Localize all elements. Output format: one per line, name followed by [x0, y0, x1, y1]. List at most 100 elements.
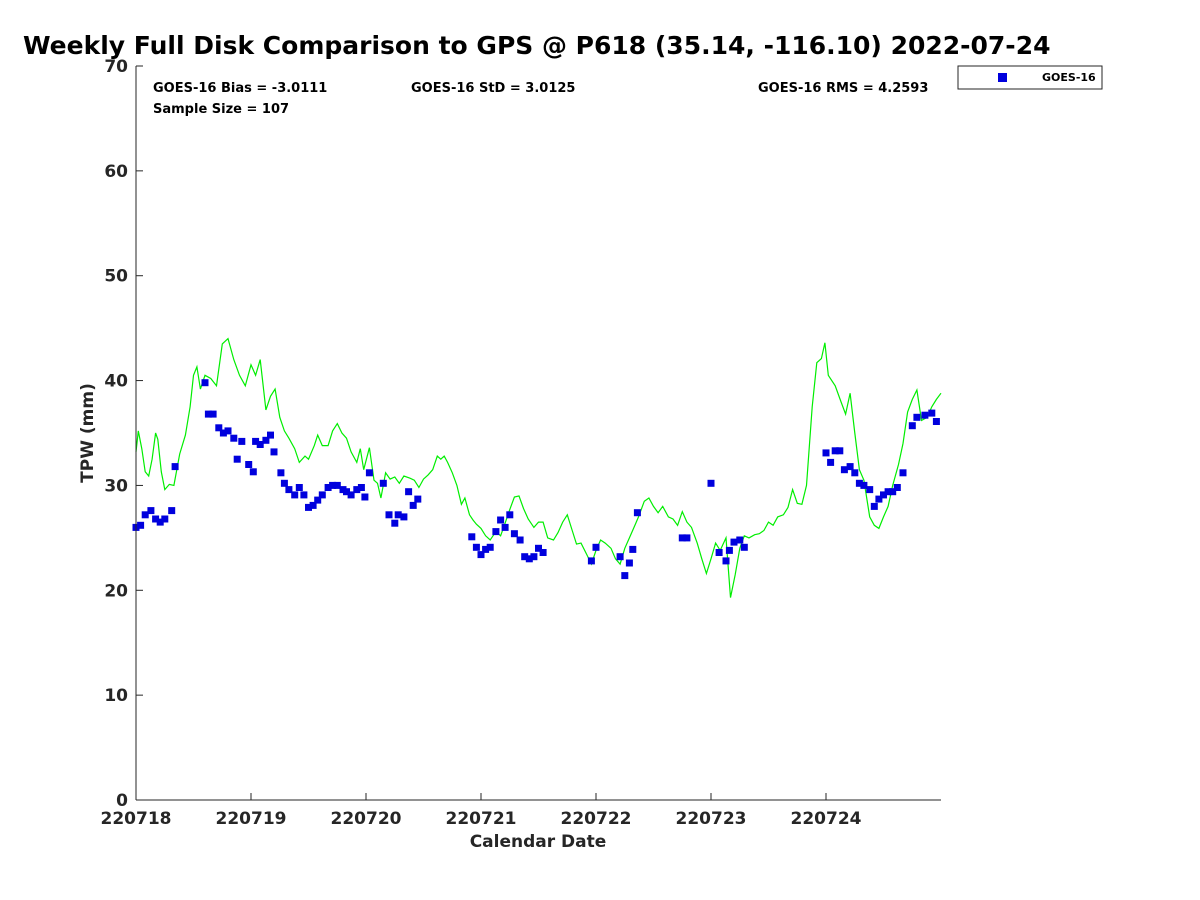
goes16-point	[224, 427, 232, 435]
legend-box	[957, 65, 1103, 90]
y-tick-label: 30	[104, 476, 128, 496]
y-tick-label: 70	[104, 57, 128, 77]
goes16-point	[277, 469, 285, 477]
goes16-point	[343, 488, 350, 496]
goes16-point	[305, 503, 312, 511]
goes16-point	[161, 515, 169, 523]
y-tick-label: 0	[116, 791, 128, 811]
x-tick-label: 220720	[331, 809, 402, 829]
goes16-point	[740, 543, 748, 551]
goes16-point	[725, 546, 733, 554]
goes16-point	[379, 479, 387, 487]
goes16-point	[405, 488, 413, 496]
goes16-point	[870, 502, 878, 510]
goes16-point	[314, 496, 322, 504]
y-tick-label: 20	[104, 581, 128, 601]
goes16-point	[913, 413, 921, 421]
goes16-point	[333, 481, 341, 489]
goes16-point	[468, 533, 476, 541]
goes16-point	[730, 538, 738, 546]
goes16-point	[510, 530, 518, 538]
goes16-point	[884, 488, 892, 496]
goes16-point	[152, 515, 160, 523]
goes16-point	[899, 469, 907, 477]
y-tick-label: 60	[104, 162, 128, 182]
goes16-point	[516, 536, 524, 544]
goes16-point	[477, 551, 485, 559]
goes16-point	[230, 434, 238, 442]
goes16-point	[252, 437, 260, 445]
goes16-point	[357, 484, 365, 491]
goes16-point	[908, 422, 916, 430]
x-tick-label: 220718	[101, 809, 172, 829]
goes16-point	[141, 511, 149, 519]
goes16-point	[880, 491, 887, 499]
gps-series-line	[135, 337, 942, 598]
goes16-point	[736, 536, 744, 544]
sample-size-annotation: Sample Size = 107	[153, 102, 289, 117]
goes16-point	[840, 466, 848, 474]
goes16-point	[530, 553, 538, 561]
goes16-point	[324, 484, 332, 491]
goes16-point	[280, 479, 288, 487]
goes16-point	[147, 507, 155, 515]
goes16-point	[472, 543, 480, 551]
goes16-point	[592, 543, 600, 551]
y-tick-label: 10	[104, 686, 128, 706]
series-layer	[132, 337, 942, 598]
goes16-point	[391, 519, 399, 527]
x-tick-label: 220724	[791, 809, 862, 829]
goes16-point	[215, 424, 223, 432]
goes16-point	[827, 458, 835, 466]
goes16-point	[928, 409, 936, 417]
goes16-point	[385, 511, 393, 519]
goes16-point	[329, 481, 337, 489]
goes16-point	[822, 449, 830, 457]
goes16-point	[267, 431, 274, 439]
goes16-point	[855, 479, 863, 487]
x-tick-label: 220719	[216, 809, 287, 829]
axes-layer: 0 10 20 30 40 50 60 70 220718 220719 220720 220721 2…	[101, 57, 941, 829]
goes16-point	[525, 555, 533, 563]
goes16-point	[707, 479, 715, 487]
rms-annotation: GOES-16 RMS = 4.2593	[758, 81, 928, 96]
goes16-point	[889, 488, 897, 496]
y-axis-label: TPW (mm)	[78, 383, 98, 483]
goes16-point	[893, 484, 901, 491]
y-tick-label: 50	[104, 267, 128, 287]
goes16-point	[846, 463, 854, 471]
goes16-point	[629, 545, 637, 553]
goes16-point	[238, 437, 246, 445]
goes16-point	[535, 544, 542, 552]
goes16-point	[616, 553, 624, 561]
goes16-point	[309, 501, 317, 509]
goes16-point	[256, 441, 264, 448]
plot-background	[136, 66, 941, 800]
std-annotation: GOES-16 StD = 3.0125	[411, 81, 575, 96]
x-tick-label: 220723	[676, 809, 747, 829]
goes16-point	[501, 523, 509, 531]
goes16-point	[587, 557, 595, 565]
plot-area	[136, 66, 941, 800]
goes16-point	[219, 429, 227, 437]
goes16-point	[678, 534, 686, 542]
goes16-point	[521, 553, 529, 561]
goes16-point	[295, 484, 303, 491]
goes16-point	[621, 572, 629, 580]
goes16-point	[209, 410, 217, 418]
goes16-point	[831, 447, 839, 455]
x-tick-label: 220721	[446, 809, 517, 829]
goes16-point	[361, 493, 369, 501]
goes16-point	[482, 545, 490, 553]
y-tick-label: 40	[104, 372, 128, 392]
goes16-point	[318, 491, 326, 499]
goes16-point	[921, 411, 929, 419]
goes16-point	[506, 511, 514, 519]
goes16-point	[201, 379, 209, 387]
goes16-point	[394, 511, 402, 519]
bias-annotation: GOES-16 Bias = -3.0111	[153, 81, 327, 96]
x-axis-label: Calendar Date	[470, 832, 607, 852]
goes16-point	[245, 461, 253, 468]
goes16-point	[285, 486, 293, 494]
